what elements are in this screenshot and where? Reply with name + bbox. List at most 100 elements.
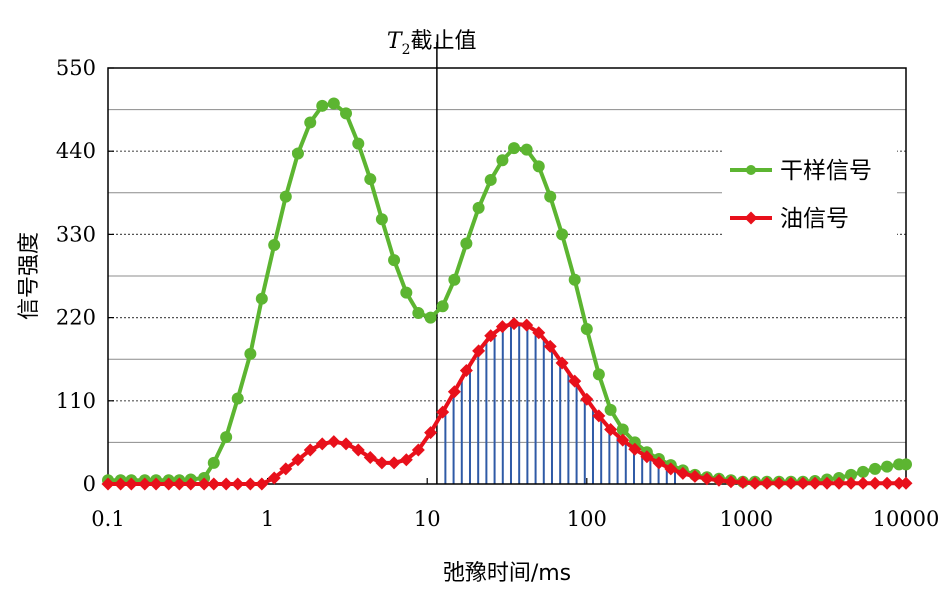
x-tick-label: 1 (261, 507, 274, 531)
dry-sample-point (291, 147, 304, 160)
oil-signal-point (507, 317, 521, 331)
oil-signal-point (207, 477, 221, 491)
t2-cutoff-italic: T (387, 29, 404, 54)
dry-sample-point (592, 368, 605, 381)
dry-sample-point (616, 423, 629, 436)
oil-signal-point (856, 476, 870, 490)
oil-signal-point (339, 437, 353, 451)
oil-signal-point (219, 477, 233, 491)
oil-signal-point (520, 318, 534, 332)
plot-frame (107, 67, 907, 485)
oil-signal-point (772, 476, 786, 490)
oil-signal-point (291, 453, 305, 467)
dry-sample-point (460, 237, 473, 250)
dry-sample-point (520, 143, 533, 156)
t2-cutoff-label: T2截止值 (387, 29, 477, 58)
oil-signal-point (640, 450, 654, 464)
oil-signal-point (604, 423, 618, 437)
oil-signal-point (568, 374, 582, 388)
oil-signal-point (880, 476, 894, 490)
dry-sample-point (580, 322, 593, 335)
oil-signal-point (688, 469, 702, 483)
oil-signal-point (411, 443, 425, 457)
dry-sample-point (316, 99, 329, 112)
oil-signal-point (303, 443, 317, 457)
oil-signal-point (724, 475, 738, 489)
oil-signal-point (700, 472, 714, 486)
oil-signal-point (899, 476, 913, 490)
plot-border (107, 67, 907, 485)
oil-signal-point (555, 356, 569, 370)
oil-signal-point (231, 477, 245, 491)
dry-sample-point (327, 97, 340, 110)
oil-signal-point (616, 433, 630, 447)
oil-signal-point (387, 456, 401, 470)
dry-sample-point (231, 392, 244, 405)
dry-sample-point (484, 173, 497, 186)
dry-sample-point (340, 107, 353, 120)
dry-sample-point (352, 137, 365, 150)
oil-signal-point (580, 392, 594, 406)
y-tick-label: 440 (56, 139, 96, 163)
oil-signal-point (138, 477, 152, 491)
dry-sample-point (544, 190, 557, 203)
y-tick-label: 110 (56, 389, 96, 413)
oil-signal-point (424, 426, 438, 440)
oil-signal-point (162, 477, 176, 491)
oil-signal-point (279, 462, 293, 476)
oil-signal-point (484, 329, 498, 343)
oil-signal-point (760, 476, 774, 490)
oil-signal-point (363, 451, 377, 465)
oil-signal-point (652, 456, 666, 470)
oil-signal-point (892, 476, 906, 490)
dry-sample-point (279, 190, 292, 203)
dry-sample-point (424, 311, 437, 324)
oil-signal-point (495, 320, 509, 334)
oil-signal-point (375, 456, 389, 470)
dry-sample-point (881, 460, 894, 473)
oil-signal-point (351, 443, 365, 457)
legend-oil-signal-label: 油信号 (780, 206, 849, 232)
dry-sample-point (845, 468, 858, 481)
oil-signal-point (628, 442, 642, 456)
oil-signal-point (844, 476, 858, 490)
dry-sample-point (448, 273, 461, 286)
dry-sample-point (604, 403, 617, 416)
x-tick-label: 0.1 (91, 507, 124, 531)
x-axis-title: 弛豫时间/ms (443, 561, 571, 586)
dry-sample-point (869, 462, 882, 475)
oil-signal-point (592, 409, 606, 423)
series-group (101, 97, 913, 491)
oil-signal-point (101, 477, 115, 491)
x-tick-labels: 0.1 1 10 100 1000 10000 (91, 507, 939, 531)
dry-sample-point (364, 173, 377, 186)
dry-sample-point (436, 300, 449, 313)
dry-sample-point (388, 254, 401, 267)
oil-signal-point (255, 477, 269, 491)
oil-signal-point (267, 471, 281, 485)
oil-signal-point (676, 466, 690, 480)
y-tick-labels: 0 110 220 330 440 550 (56, 56, 96, 496)
oil-signal-point (664, 462, 678, 476)
dry-sample-point (220, 431, 233, 444)
oil-signal-point (399, 453, 413, 467)
oil-signal-point (472, 344, 486, 358)
dry-sample-point (556, 228, 569, 241)
dry-sample-point (375, 213, 388, 226)
dry-sample-point (900, 458, 912, 471)
oil-signal-point (748, 476, 762, 490)
legend: 干样信号 油信号 (722, 146, 897, 238)
oil-signal-hatch (444, 324, 676, 484)
dry-sample-point (532, 160, 545, 173)
oil-signal-point (736, 475, 750, 489)
oil-signal-point (243, 477, 257, 491)
dry-sample-point (268, 238, 281, 251)
dry-sample-point (508, 142, 521, 155)
legend-oil-signal-marker (744, 211, 758, 225)
oil-signal-point (184, 477, 198, 491)
oil-signal-point (796, 476, 810, 490)
oil-signal-point (712, 473, 726, 487)
legend-dry-sample-marker (746, 165, 756, 175)
dry-sample-point (400, 286, 413, 299)
oil-signal-line (108, 321, 906, 486)
